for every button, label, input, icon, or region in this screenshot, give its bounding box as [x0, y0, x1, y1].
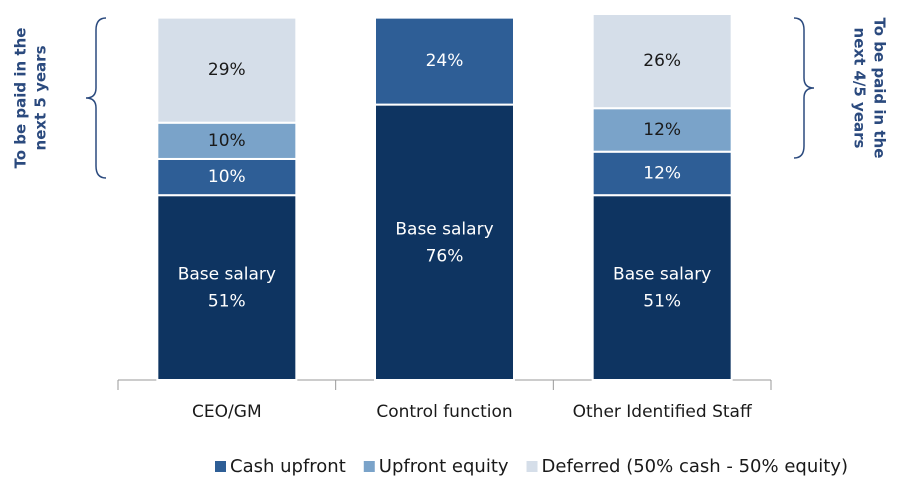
legend-label: Deferred (50% cash - 50% equity): [542, 456, 848, 477]
data-label: 12%: [643, 163, 681, 183]
legend-swatch: [526, 461, 538, 472]
bar-segment: [374, 103, 515, 382]
left-brace: [85, 17, 107, 179]
data-label: 26%: [643, 51, 681, 71]
legend-swatch: [363, 461, 375, 472]
x-tick-label: CEO/GM: [192, 402, 262, 422]
annotation: To be paid in the: [871, 18, 889, 159]
legend-label: Upfront equity: [379, 456, 509, 477]
bar-segment: [374, 16, 515, 106]
bar-segment: [156, 157, 298, 197]
bar-segment: [156, 194, 298, 381]
x-tick-label: Other Identified Staff: [573, 402, 753, 422]
annotation: next 4/5 years: [851, 28, 869, 149]
right-brace: [793, 17, 815, 159]
data-label: 76%: [426, 246, 464, 266]
legend-label: Cash upfront: [230, 456, 346, 477]
data-label: 10%: [208, 167, 246, 187]
x-tick-label: Control function: [376, 402, 512, 422]
data-label: 12%: [643, 120, 681, 140]
data-label: 10%: [208, 131, 246, 151]
series-name-label: Base salary: [395, 219, 493, 239]
data-label: 29%: [208, 60, 246, 80]
annotation: next 5 years: [32, 45, 50, 150]
series-name-label: Base salary: [178, 265, 276, 285]
series-name-label: Base salary: [613, 265, 711, 285]
annotation: To be paid in the: [12, 28, 30, 169]
bar-segment: [156, 121, 298, 160]
bar-segment: [156, 16, 298, 124]
data-label: 51%: [208, 292, 246, 312]
bar-segment: [591, 13, 733, 110]
bar-segment: [591, 194, 733, 381]
data-label: 51%: [643, 292, 681, 312]
legend-swatch: [215, 461, 226, 472]
data-label: 24%: [426, 51, 464, 71]
